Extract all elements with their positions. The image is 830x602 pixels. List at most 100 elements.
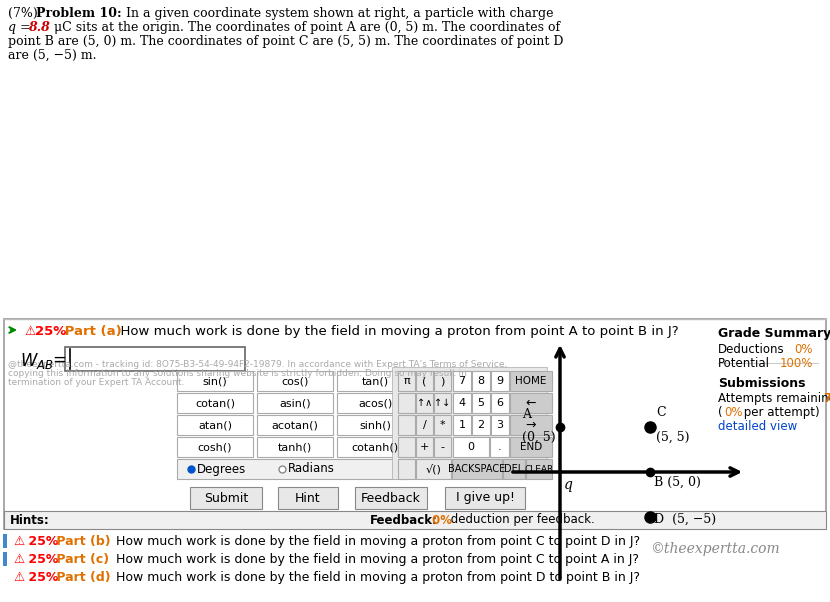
Text: 0%: 0%: [428, 514, 452, 527]
Text: 9: 9: [496, 376, 504, 386]
Bar: [177, 459, 409, 479]
Bar: [453, 393, 471, 413]
Bar: [65, 347, 245, 371]
Bar: [453, 415, 471, 435]
Bar: [177, 371, 253, 391]
Bar: [337, 393, 413, 413]
Bar: [4, 319, 826, 529]
Bar: [510, 437, 552, 457]
Text: q: q: [564, 478, 573, 492]
Bar: [445, 487, 525, 509]
Bar: [526, 459, 552, 479]
Text: 8: 8: [477, 376, 485, 386]
Text: CLEAR: CLEAR: [525, 465, 554, 474]
Text: sinh(): sinh(): [359, 420, 391, 430]
Text: asin(): asin(): [279, 398, 310, 408]
Text: 0: 0: [467, 442, 475, 452]
Text: B (5, 0): B (5, 0): [654, 476, 701, 489]
Text: Attempts remaining:: Attempts remaining:: [718, 392, 830, 405]
Text: Submissions: Submissions: [718, 377, 805, 390]
Bar: [257, 415, 333, 435]
Text: *: *: [440, 420, 446, 430]
Bar: [434, 371, 451, 391]
Text: /: /: [422, 420, 427, 430]
Text: Feedback: Feedback: [361, 491, 421, 504]
Bar: [177, 437, 253, 457]
Bar: [337, 371, 413, 391]
Bar: [472, 371, 490, 391]
Text: deduction per feedback.: deduction per feedback.: [447, 514, 595, 527]
Bar: [490, 437, 509, 457]
Text: DEL: DEL: [505, 464, 524, 474]
Text: 0%: 0%: [724, 406, 743, 419]
Bar: [4, 511, 826, 529]
Text: ↑∧: ↑∧: [417, 398, 432, 408]
Text: Submit: Submit: [204, 491, 248, 504]
Text: Part (b): Part (b): [52, 535, 110, 548]
Text: (7%): (7%): [8, 7, 37, 20]
Text: 1: 1: [458, 420, 466, 430]
Text: 25%: 25%: [24, 535, 58, 548]
Text: acos(): acos(): [358, 398, 392, 408]
Bar: [472, 415, 490, 435]
Text: How much work is done by the field in moving a proton from point C to point A in: How much work is done by the field in mo…: [108, 553, 639, 566]
Bar: [257, 437, 333, 457]
Text: q: q: [8, 21, 16, 34]
Text: How much work is done by the field in moving a proton from point D to point B in: How much work is done by the field in mo…: [108, 571, 640, 584]
Text: 7: 7: [458, 376, 466, 386]
Text: Problem 10:: Problem 10:: [36, 7, 122, 20]
Text: How much work is done by the field in moving a proton from point A to point B in: How much work is done by the field in mo…: [112, 325, 679, 338]
Text: are (5, −5) m.: are (5, −5) m.: [8, 49, 96, 62]
Bar: [416, 393, 433, 413]
Bar: [472, 393, 490, 413]
Text: copying this information to any solutions sharing website is strictly forbidden.: copying this information to any solution…: [8, 369, 466, 378]
Bar: [398, 437, 415, 457]
Text: HOME: HOME: [515, 376, 547, 386]
Bar: [453, 371, 471, 391]
Text: I give up!: I give up!: [456, 491, 515, 504]
Bar: [434, 415, 451, 435]
Text: Hint: Hint: [295, 491, 321, 504]
Text: 25%: 25%: [24, 571, 58, 584]
Text: tan(): tan(): [361, 376, 388, 386]
Text: atan(): atan(): [198, 420, 232, 430]
Bar: [257, 393, 333, 413]
Bar: [453, 437, 489, 457]
Text: Degrees: Degrees: [197, 462, 247, 476]
Text: termination of your Expert TA Account.: termination of your Expert TA Account.: [8, 378, 184, 387]
Text: 6: 6: [496, 398, 504, 408]
Bar: [398, 415, 415, 435]
Bar: [3, 552, 7, 566]
Bar: [510, 393, 552, 413]
Bar: [491, 371, 509, 391]
Bar: [491, 415, 509, 435]
Text: ⚠: ⚠: [13, 571, 24, 584]
Text: acotan(): acotan(): [271, 420, 319, 430]
Text: D  (5, −5): D (5, −5): [654, 513, 716, 526]
Bar: [177, 393, 253, 413]
Bar: [177, 415, 253, 435]
Bar: [452, 459, 502, 479]
Text: END: END: [520, 442, 542, 452]
Text: =: =: [52, 351, 66, 369]
Text: Feedback:: Feedback:: [370, 514, 438, 527]
Bar: [510, 371, 552, 391]
Text: ©theexpertta.com: ©theexpertta.com: [650, 542, 779, 556]
Text: cos(): cos(): [281, 376, 309, 386]
Bar: [3, 534, 7, 548]
Text: (: (: [718, 406, 723, 419]
Text: (5, 5): (5, 5): [656, 431, 690, 444]
Text: Part (c): Part (c): [52, 553, 109, 566]
Bar: [491, 393, 509, 413]
Text: ⚠: ⚠: [13, 535, 24, 548]
Bar: [355, 487, 427, 509]
Bar: [398, 459, 415, 479]
Text: (0, 5): (0, 5): [522, 431, 555, 444]
Text: 2: 2: [477, 420, 485, 430]
Text: Part (a): Part (a): [60, 325, 122, 338]
Text: cosh(): cosh(): [198, 442, 232, 452]
Bar: [257, 371, 333, 391]
Text: =: =: [16, 21, 35, 34]
Text: cotan(): cotan(): [195, 398, 235, 408]
Text: cotanh(): cotanh(): [351, 442, 398, 452]
